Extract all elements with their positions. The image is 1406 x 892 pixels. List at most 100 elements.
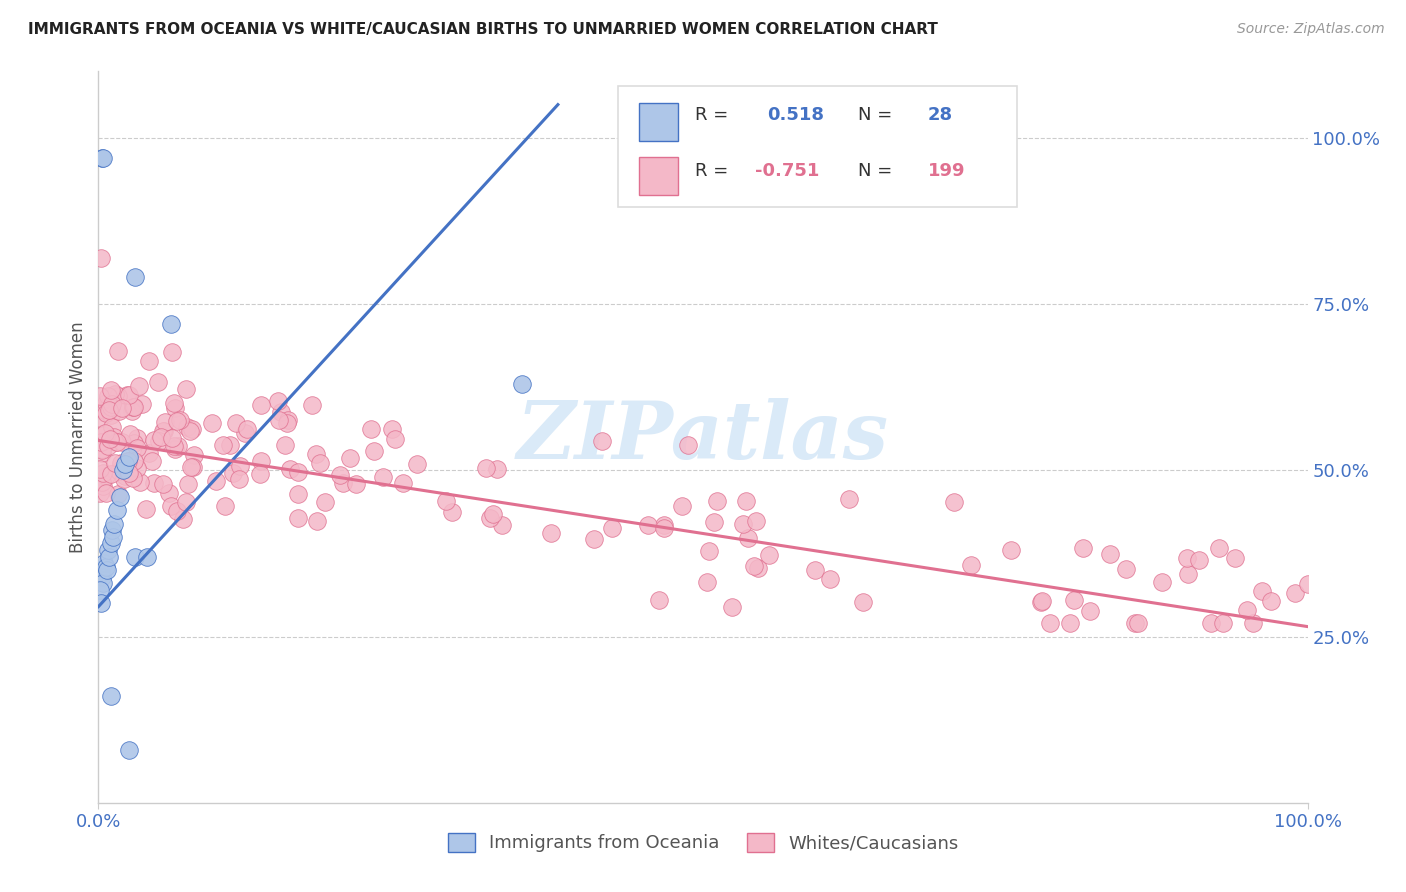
Point: [287, 511, 309, 525]
Point: [122, 400, 145, 414]
Point: [1223, 551, 1246, 566]
Point: [277, 413, 299, 427]
Point: [166, 504, 188, 518]
Point: [482, 507, 505, 521]
Point: [233, 425, 256, 440]
Point: [744, 558, 766, 573]
Point: [1284, 586, 1306, 600]
Point: [135, 549, 157, 564]
FancyBboxPatch shape: [619, 86, 1018, 207]
Point: [731, 516, 754, 531]
Point: [1073, 541, 1095, 555]
Point: [654, 518, 676, 533]
Point: [160, 317, 183, 331]
Point: [107, 404, 129, 418]
Point: [103, 430, 125, 444]
Point: [98, 549, 121, 564]
Point: [1123, 616, 1146, 631]
Point: [676, 438, 699, 452]
Point: [1188, 553, 1211, 567]
Point: [177, 476, 200, 491]
Point: [1099, 547, 1122, 561]
Point: [301, 398, 323, 412]
Point: [1241, 616, 1264, 631]
Point: [250, 454, 273, 468]
Text: -0.751: -0.751: [755, 162, 820, 180]
Point: [111, 463, 134, 477]
Point: [959, 558, 981, 573]
Point: [121, 471, 143, 485]
Point: [671, 499, 693, 513]
Point: [591, 434, 613, 448]
Point: [287, 487, 309, 501]
Point: [101, 530, 124, 544]
Point: [141, 454, 163, 468]
Point: [103, 516, 125, 531]
Point: [91, 442, 114, 457]
Point: [287, 465, 309, 479]
Point: [1260, 593, 1282, 607]
Point: [942, 495, 965, 509]
Point: [201, 417, 224, 431]
Point: [696, 574, 718, 589]
Point: [360, 422, 382, 436]
Point: [838, 492, 860, 507]
Point: [118, 742, 141, 756]
Point: [100, 420, 122, 434]
Point: [697, 543, 720, 558]
Point: [1152, 574, 1174, 589]
Point: [228, 472, 250, 486]
Text: R =: R =: [695, 162, 734, 180]
Point: [90, 566, 112, 581]
Y-axis label: Births to Unmarried Women: Births to Unmarried Women: [69, 321, 87, 553]
Text: ZIPatlas: ZIPatlas: [517, 399, 889, 475]
Point: [180, 459, 202, 474]
Point: [1128, 616, 1150, 631]
Point: [721, 600, 744, 615]
Point: [89, 411, 111, 425]
Point: [225, 417, 247, 431]
Point: [600, 521, 623, 535]
Point: [1199, 616, 1222, 631]
Point: [100, 690, 122, 704]
Point: [97, 388, 120, 402]
Point: [91, 446, 114, 460]
Point: [647, 592, 669, 607]
Point: [250, 398, 273, 412]
Point: [107, 486, 129, 500]
Point: [163, 439, 186, 453]
Point: [100, 467, 122, 481]
Point: [204, 475, 226, 489]
Bar: [638, 103, 678, 141]
Point: [91, 478, 114, 492]
Point: [124, 549, 146, 564]
Point: [702, 515, 724, 529]
Point: [381, 422, 404, 436]
Point: [105, 503, 128, 517]
Point: [91, 570, 114, 584]
Point: [101, 397, 124, 411]
Point: [94, 469, 117, 483]
Point: [735, 494, 758, 508]
Point: [744, 515, 766, 529]
Point: [150, 430, 173, 444]
Point: [97, 403, 120, 417]
Point: [654, 521, 676, 535]
Point: [124, 454, 146, 468]
Point: [117, 454, 139, 468]
Point: [737, 531, 759, 545]
Point: [344, 477, 367, 491]
Point: [339, 450, 361, 465]
Point: [107, 389, 129, 403]
Point: [91, 151, 114, 165]
Point: [276, 416, 298, 430]
Point: [540, 525, 562, 540]
Point: [332, 475, 354, 490]
Point: [91, 576, 114, 591]
Point: [143, 475, 166, 490]
Point: [269, 413, 291, 427]
Point: [121, 404, 143, 418]
Point: [91, 427, 114, 442]
Point: [108, 464, 131, 478]
Point: [90, 475, 112, 490]
